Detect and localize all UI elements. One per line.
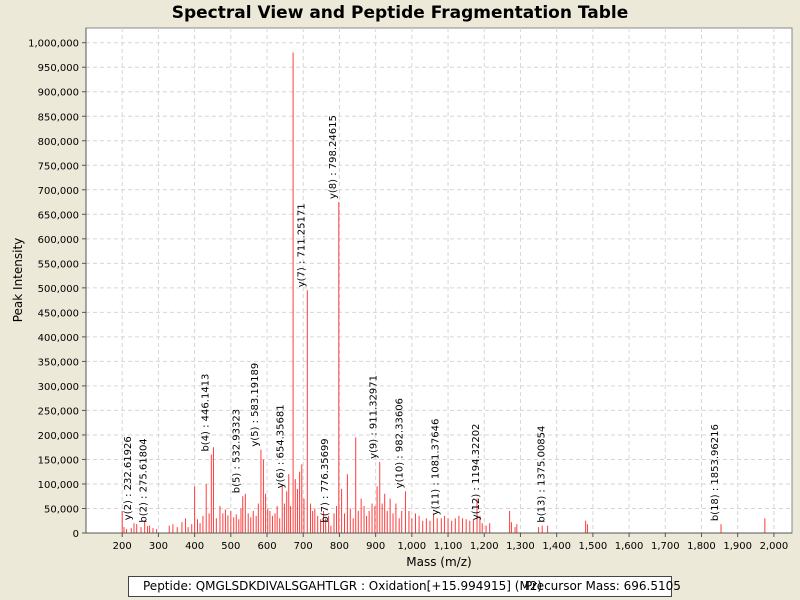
x-tick-label: 1,200 <box>470 541 499 552</box>
peptide-info-box: Peptide: QMGLSDKDIVALSGAHTLGR : Oxidatio… <box>128 576 681 597</box>
x-tick-label: 500 <box>221 541 240 552</box>
chart-title: Spectral View and Peptide Fragmentation … <box>171 3 629 23</box>
y-tick-label: 700,000 <box>38 186 79 197</box>
y-tick-label: 900,000 <box>38 88 79 99</box>
x-tick-label: 1,500 <box>579 541 608 552</box>
x-tick-label: 800 <box>330 541 349 552</box>
y-tick-label: 150,000 <box>38 455 79 466</box>
x-tick-label: 2,000 <box>760 541 789 552</box>
axes: 0 50,000 100,000 150,000 200,000 250,000 300,0… <box>28 28 792 552</box>
x-tick-label: 400 <box>185 541 204 552</box>
x-tick-label: 1,300 <box>506 541 535 552</box>
peaks <box>121 52 766 533</box>
x-tick-label: 900 <box>366 541 385 552</box>
fragment-ion-label: b(18) : 1853.96216 <box>710 424 721 521</box>
fragment-ion-label: y(6) : 654.35681 <box>276 404 287 488</box>
y-tick-label: 200,000 <box>38 431 79 442</box>
y-tick-label: 500,000 <box>38 284 79 295</box>
y-tick-label: 800,000 <box>38 137 79 148</box>
x-tick-label: 1,600 <box>615 541 644 552</box>
fragment-ion-label: y(9) : 911.32971 <box>369 375 380 459</box>
fragment-ion-label: y(7) : 711.25171 <box>296 203 307 287</box>
plot-area <box>85 27 793 534</box>
fragment-ion-label: b(13) : 1375.00854 <box>537 426 548 523</box>
y-tick-label: 0 <box>73 529 79 540</box>
precursor-mass: Precursor Mass: 696.5105 <box>525 579 681 593</box>
x-tick-label: 700 <box>294 541 313 552</box>
fragment-ion-label: b(7) : 776.35699 <box>320 438 331 522</box>
y-tick-label: 250,000 <box>38 406 79 417</box>
y-tick-label: 600,000 <box>38 235 79 246</box>
x-tick-label: 1,800 <box>687 541 716 552</box>
x-tick-label: 1,900 <box>723 541 752 552</box>
peptide-sequence: Peptide: QMGLSDKDIVALSGAHTLGR : Oxidatio… <box>143 579 543 593</box>
fragment-ion-label: y(8) : 798.24615 <box>328 115 339 199</box>
fragment-ion-label: b(5) : 532.93323 <box>232 409 243 493</box>
x-tick-label: 600 <box>257 541 276 552</box>
y-tick-label: 650,000 <box>38 210 79 221</box>
y-tick-label: 400,000 <box>38 333 79 344</box>
y-tick-label: 1,000,000 <box>28 39 79 50</box>
y-tick-label: 850,000 <box>38 112 79 123</box>
y-tick-label: 950,000 <box>38 63 79 74</box>
y-tick-label: 300,000 <box>38 382 79 393</box>
y-tick-label: 50,000 <box>44 504 79 515</box>
y-tick-label: 550,000 <box>38 259 79 270</box>
x-tick-label: 1,100 <box>434 541 463 552</box>
fragment-ion-label: y(5) : 583.19189 <box>250 363 261 447</box>
x-tick-label: 1,000 <box>398 541 427 552</box>
y-tick-label: 100,000 <box>38 480 79 491</box>
fragment-ion-label: y(11) : 1081.37646 <box>430 419 441 516</box>
fragment-ion-label: b(4) : 446.1413 <box>200 374 211 452</box>
y-tick-label: 450,000 <box>38 308 79 319</box>
x-tick-label: 1,700 <box>651 541 680 552</box>
grid <box>86 28 792 533</box>
y-tick-label: 750,000 <box>38 161 79 172</box>
x-tick-label: 1,400 <box>542 541 571 552</box>
fragment-ion-label: y(10) : 982.33606 <box>394 398 405 488</box>
x-tick-label: 200 <box>113 541 132 552</box>
x-axis-label: Mass (m/z) <box>406 555 471 569</box>
y-axis-label: Peak Intensity <box>11 238 25 323</box>
fragment-ion-label: b(2) : 275.61804 <box>139 438 150 522</box>
peak-labels: y(2) : 232.61926 b(2) : 275.61804 b(4) : 4… <box>123 115 721 522</box>
fragment-ion-label: y(12) : 1194.32202 <box>471 424 482 521</box>
x-tick-label: 300 <box>149 541 168 552</box>
fragment-ion-label: y(2) : 232.61926 <box>123 436 134 520</box>
y-tick-label: 350,000 <box>38 357 79 368</box>
